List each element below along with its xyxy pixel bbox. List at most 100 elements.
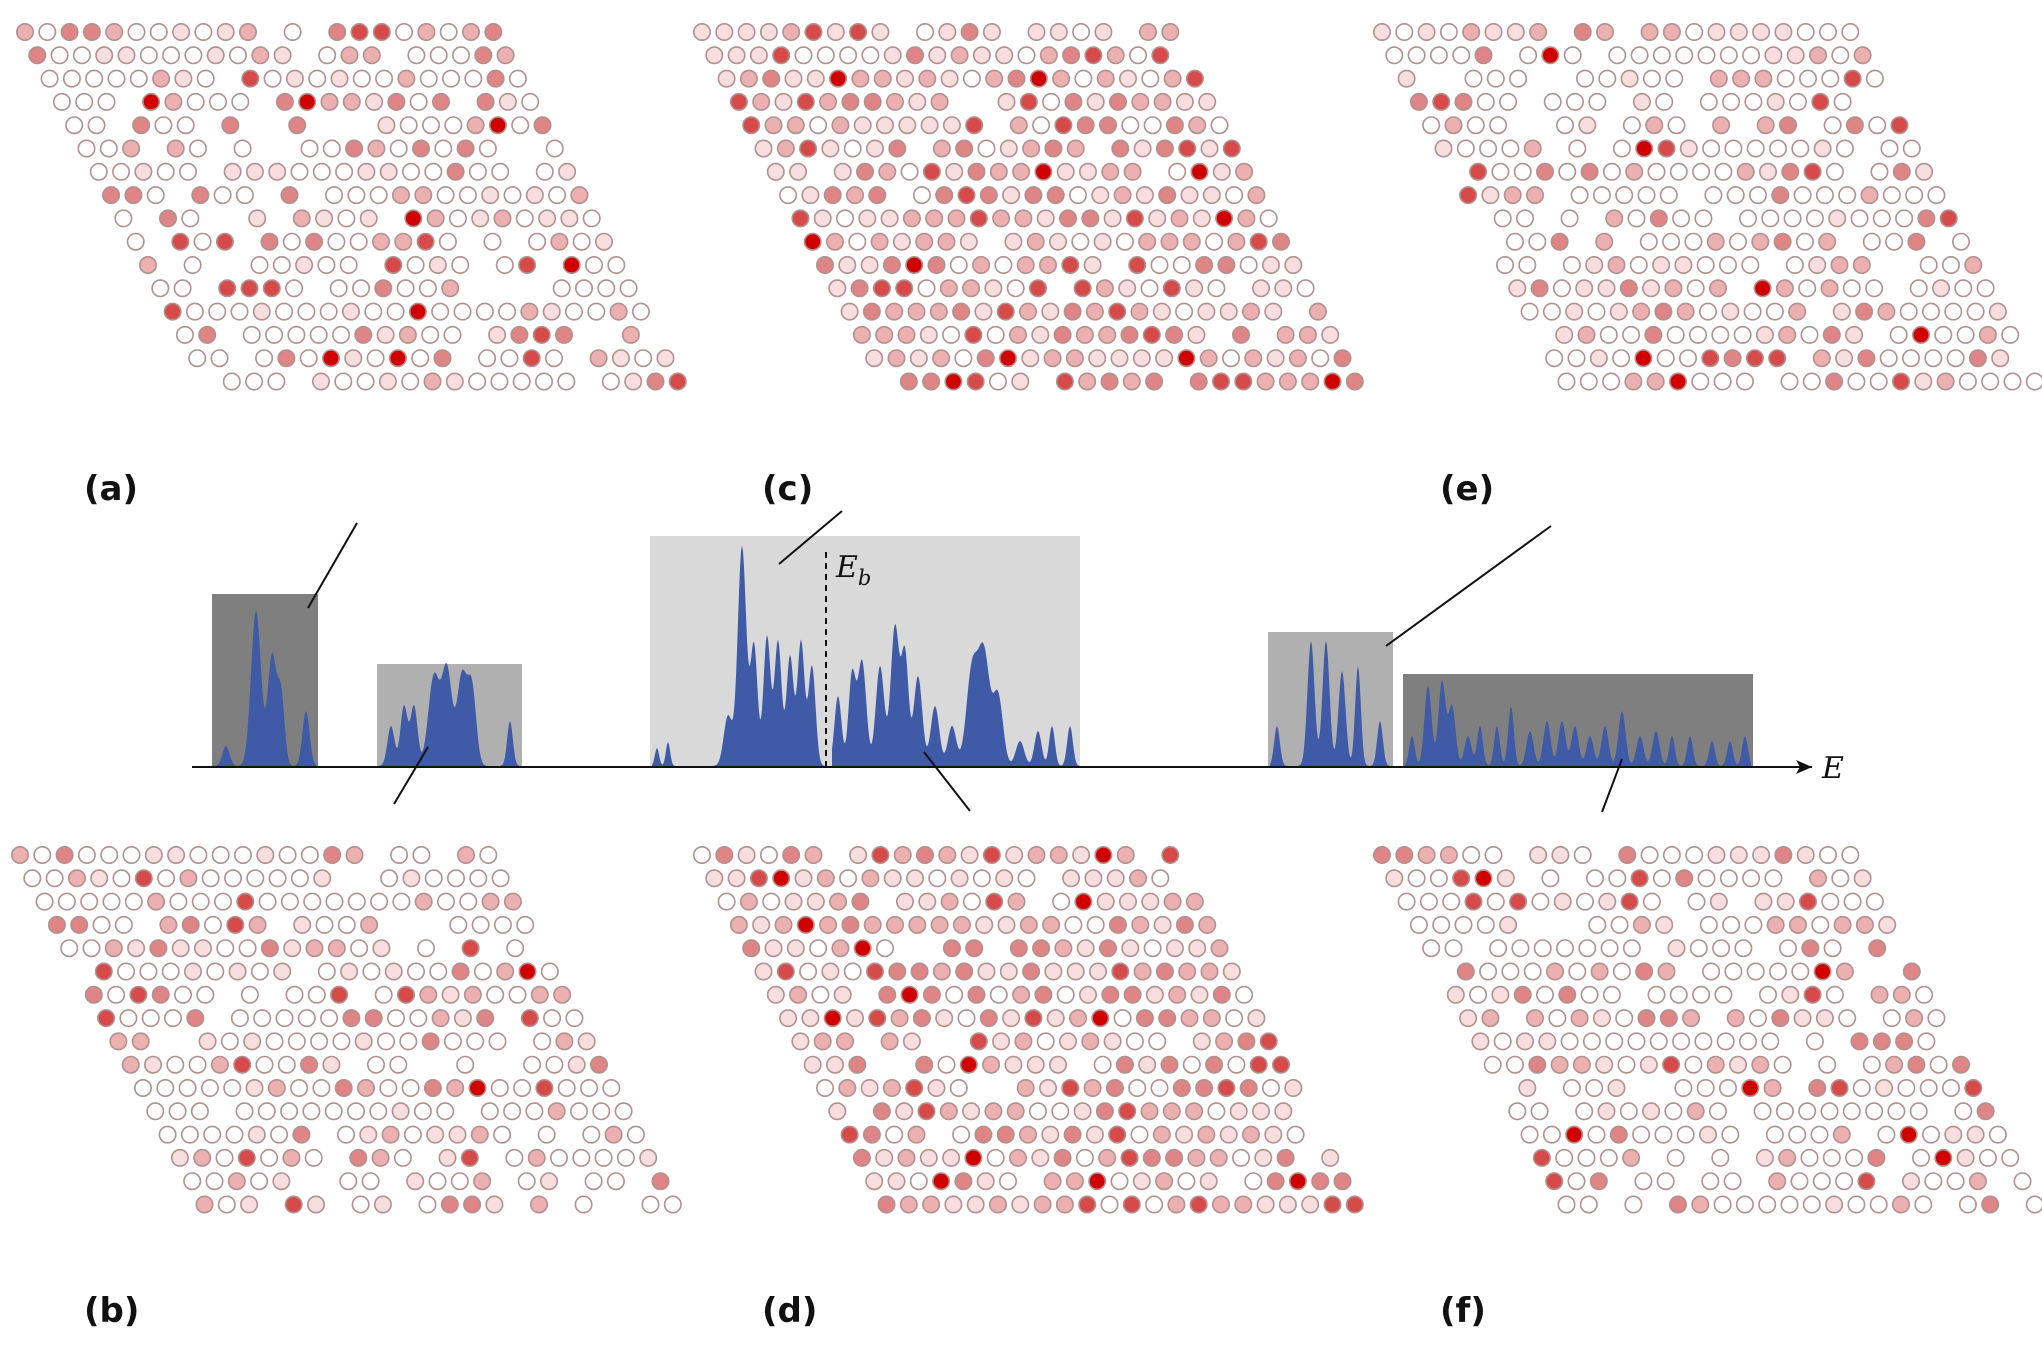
lattice-site — [70, 915, 89, 934]
lattice-site — [1264, 302, 1283, 321]
lattice-site — [1052, 69, 1071, 88]
lattice-site — [558, 162, 577, 181]
lattice-site — [234, 845, 253, 864]
lattice-site — [1630, 46, 1649, 65]
lattice-site — [752, 92, 771, 111]
lattice-site — [1479, 139, 1498, 158]
lattice-site — [456, 845, 475, 864]
lattice-site — [485, 1195, 504, 1214]
lattice-site — [1892, 1195, 1911, 1214]
lattice-site — [1160, 1055, 1179, 1074]
lattice-site — [476, 92, 495, 111]
lattice-site — [1139, 22, 1158, 41]
lattice-site — [868, 1009, 887, 1028]
lattice-site — [324, 1102, 343, 1121]
lattice-site — [413, 1102, 432, 1121]
lattice-site — [1789, 915, 1808, 934]
lattice-site — [1061, 1079, 1080, 1098]
lattice-site — [1825, 162, 1844, 181]
lattice-site — [330, 69, 349, 88]
lattice-site — [1093, 232, 1112, 251]
lattice-site — [134, 162, 153, 181]
lattice-site — [388, 349, 407, 368]
lattice-site — [438, 232, 457, 251]
lattice-site — [799, 139, 818, 158]
lattice-site — [979, 186, 998, 205]
lattice-site — [429, 46, 448, 65]
lattice-site — [1242, 1125, 1261, 1144]
lattice-site — [288, 116, 307, 135]
lattice-site — [935, 1009, 954, 1028]
lattice-site — [1927, 186, 1946, 205]
lattice-site — [1608, 46, 1627, 65]
lattice-site — [849, 22, 868, 41]
lattice-site — [1143, 116, 1162, 135]
lattice-site — [1746, 962, 1765, 981]
lattice-site — [1215, 1032, 1234, 1051]
lattice-site — [1071, 232, 1090, 251]
lattice-site — [500, 349, 519, 368]
lattice-site — [85, 69, 104, 88]
lattice-site — [1175, 302, 1194, 321]
lattice-site — [1733, 325, 1752, 344]
lattice-site — [1078, 372, 1097, 391]
lattice-site — [969, 1032, 988, 1051]
lattice-site — [1162, 279, 1181, 298]
lattice-site — [1642, 1102, 1661, 1121]
lattice-site — [1637, 1009, 1656, 1028]
lattice-site — [1694, 209, 1713, 228]
lattice-site — [899, 372, 918, 391]
lattice-site — [705, 869, 724, 888]
lattice-site — [574, 279, 593, 298]
lattice-site — [1958, 372, 1977, 391]
lattice-site — [1833, 915, 1852, 934]
lattice-site — [158, 1125, 177, 1144]
lattice-site — [794, 869, 813, 888]
lattice-site — [1662, 845, 1681, 864]
lattice-site — [384, 962, 403, 981]
lattice-site — [626, 1125, 645, 1144]
lattice-site — [1679, 139, 1698, 158]
lattice-site — [401, 162, 420, 181]
lattice-site — [1528, 232, 1547, 251]
lattice-site — [1069, 1009, 1088, 1028]
lattice-site — [1199, 1172, 1218, 1191]
lattice-site — [1452, 46, 1471, 65]
lattice-site — [1016, 255, 1035, 274]
lattice-site — [594, 232, 613, 251]
lattice-site — [619, 279, 638, 298]
lattice-site — [1175, 92, 1194, 111]
lattice-site — [1652, 255, 1671, 274]
lattice-site — [794, 46, 813, 65]
lattice-site — [839, 869, 858, 888]
lattice-site — [1582, 1032, 1601, 1051]
lattice-site — [52, 92, 71, 111]
lattice-site — [1809, 869, 1828, 888]
lattice-site — [1822, 325, 1841, 344]
lattice-site — [999, 962, 1018, 981]
lattice-site — [1914, 372, 1933, 391]
lattice-site — [1711, 325, 1730, 344]
lattice-site — [1776, 69, 1795, 88]
lattice-site — [1024, 186, 1043, 205]
lattice-site — [1831, 46, 1850, 65]
lattice-site — [151, 279, 170, 298]
lattice-site — [1066, 962, 1085, 981]
lattice-site — [1207, 1102, 1226, 1121]
lattice-site — [816, 46, 835, 65]
lattice-site — [201, 869, 220, 888]
lattice-site — [1140, 279, 1159, 298]
lattice-site — [1395, 22, 1414, 41]
lattice-site — [520, 302, 539, 321]
lattice-site — [1195, 255, 1214, 274]
lattice-site — [1712, 939, 1731, 958]
lattice-site — [1630, 869, 1649, 888]
lattice-site — [231, 92, 250, 111]
lattice-site — [399, 116, 418, 135]
lattice-site — [1934, 325, 1953, 344]
lattice-site — [1952, 232, 1971, 251]
lattice-site — [1595, 232, 1614, 251]
lattice-site — [448, 209, 467, 228]
lattice-site — [848, 232, 867, 251]
lattice-site — [1225, 186, 1244, 205]
